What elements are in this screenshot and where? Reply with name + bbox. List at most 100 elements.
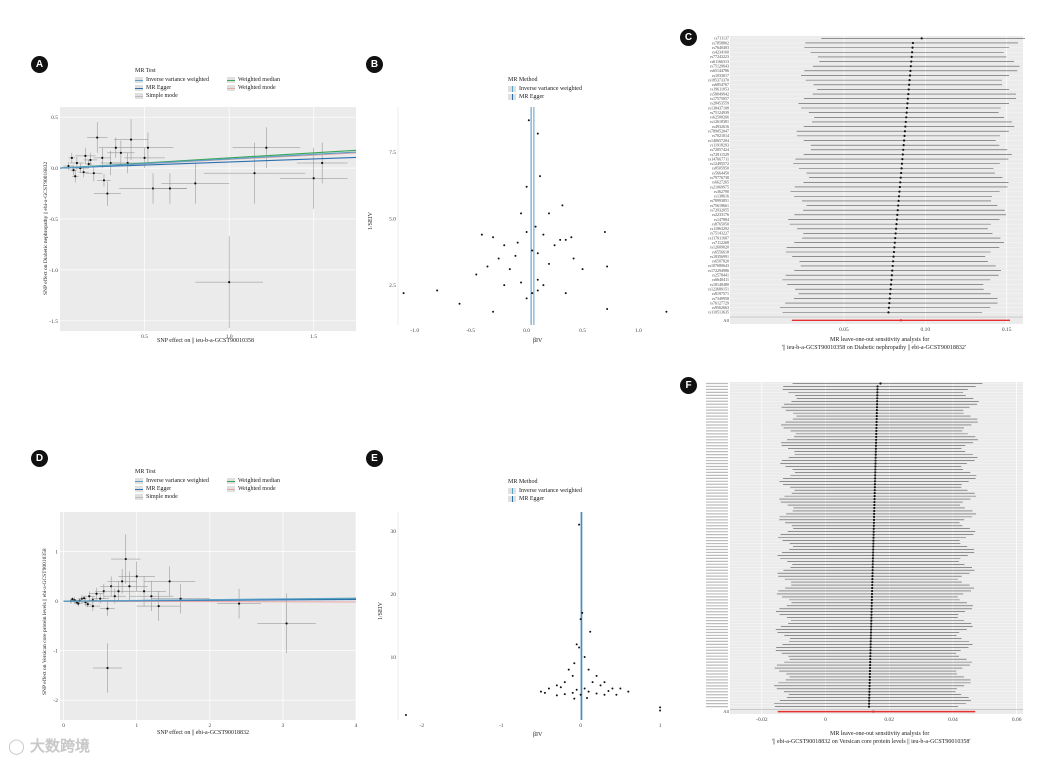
plot-background: [60, 512, 356, 720]
estimate-point: [868, 681, 871, 684]
data-point: [581, 611, 584, 614]
estimate-point: [872, 539, 875, 542]
estimate-point: [889, 288, 892, 291]
estimate-point: [870, 589, 874, 593]
funnel-plot-b: -1.0 -0.5 0.0 0.5 1.0 7.5 5.0 2.5: [389, 107, 668, 334]
snp-label: rs711137: [714, 36, 729, 41]
data-point: [536, 289, 539, 292]
snp-label: rs110513635: [708, 310, 729, 315]
data-point: [579, 618, 582, 621]
estimate-point: [908, 79, 911, 82]
estimate-point-all: [899, 319, 903, 322]
snp-label: rs77243223: [710, 54, 729, 59]
data-point: [611, 687, 614, 690]
estimate-point: [867, 705, 871, 708]
data-point: [603, 230, 606, 233]
x-tick-label: 4: [355, 723, 358, 729]
estimate-point: [887, 311, 890, 314]
data-point: [591, 681, 594, 684]
snp-label: rs2233176: [712, 212, 729, 217]
snp-label: rs7349958: [712, 296, 729, 301]
data-point: [492, 236, 495, 239]
estimate-point: [894, 227, 898, 230]
snp-label: rs65144786: [710, 68, 729, 73]
data-point: [514, 254, 517, 257]
estimate-point: [876, 394, 879, 397]
legend-item: Weighted median: [237, 478, 280, 484]
y-axis-label: 1/SEIV: [368, 212, 374, 230]
data-point: [516, 241, 519, 244]
data-point: [228, 281, 231, 284]
y-tick-label: 10: [391, 655, 397, 661]
data-point: [80, 597, 84, 600]
x-tick-label: 3: [282, 723, 285, 729]
data-point: [527, 119, 530, 122]
snp-label: rs8765050: [712, 221, 729, 226]
estimate-point: [904, 120, 907, 124]
data-point: [520, 212, 523, 215]
data-point: [480, 233, 483, 236]
legend-item: Weighted median: [237, 77, 280, 83]
data-point: [67, 164, 70, 168]
estimate-point: [869, 631, 873, 634]
data-point: [503, 244, 506, 247]
plot-background: [730, 36, 1023, 324]
estimate-point: [892, 260, 895, 263]
snp-label: rs11918293: [710, 142, 729, 147]
data-point: [143, 156, 146, 160]
data-point: [606, 265, 609, 268]
data-point: [559, 686, 562, 689]
estimate-point: [868, 696, 871, 699]
estimate-point: [890, 274, 893, 277]
snp-label: rs172294986: [708, 268, 729, 273]
legend-item: Weighted mode: [237, 85, 276, 91]
data-point: [96, 136, 99, 139]
data-point: [106, 607, 109, 610]
data-point: [539, 690, 542, 693]
data-point: [101, 156, 104, 160]
estimate-point: [872, 530, 875, 533]
x-axis-label: MR leave-one-out sensitivity analysis fo…: [830, 337, 930, 343]
snp-label: rs12495572: [710, 161, 729, 166]
x-tick-label: 0.0: [523, 328, 530, 334]
snp-label: rs11863292: [710, 226, 729, 231]
snp-label: rs6556618: [712, 249, 729, 254]
estimate-point: [900, 162, 904, 165]
estimate-point: [892, 255, 895, 258]
estimate-point: [901, 153, 904, 156]
estimate-point: [870, 592, 874, 596]
data-point: [559, 238, 562, 241]
snp-label: rs75618661: [710, 203, 729, 208]
estimate-point: [869, 652, 872, 655]
y-axis-label: SNP effect on Versican core protein leve…: [42, 548, 48, 695]
y-tick-label: 30: [391, 529, 397, 535]
data-point: [458, 302, 461, 305]
data-point: [555, 694, 558, 697]
estimate-point: [870, 598, 873, 601]
estimate-point: [869, 661, 872, 664]
estimate-point: [868, 672, 871, 676]
legend-item: Inverse variance weighted: [146, 478, 209, 484]
data-point: [575, 688, 578, 691]
y-tick-label: 1: [55, 550, 58, 556]
data-point: [595, 692, 598, 695]
scatter-plot-d: 0 1 2 3 4 1 0 -1 -2: [53, 512, 358, 729]
legend-title: MR Method: [508, 479, 538, 485]
data-point: [586, 696, 589, 699]
x-tick-label: -2: [420, 723, 425, 729]
x-axis-label: SNP effect on || ebi-a-GCST90018832: [157, 730, 250, 736]
estimate-point: [868, 669, 872, 673]
data-point: [265, 146, 268, 149]
snp-label: rs72057424: [710, 147, 729, 152]
snp-label: rs72932055: [710, 207, 729, 212]
snp-label: rs61166313: [710, 59, 729, 64]
legend-item: MR Egger: [146, 85, 172, 91]
estimate-point: [874, 456, 877, 459]
estimate-point: [874, 447, 877, 450]
estimate-point: [871, 586, 874, 590]
estimate-point: [895, 218, 899, 221]
data-point: [312, 177, 315, 180]
data-point: [83, 597, 86, 600]
estimate-point: [870, 613, 873, 616]
x-tick-label: 0: [62, 723, 65, 729]
